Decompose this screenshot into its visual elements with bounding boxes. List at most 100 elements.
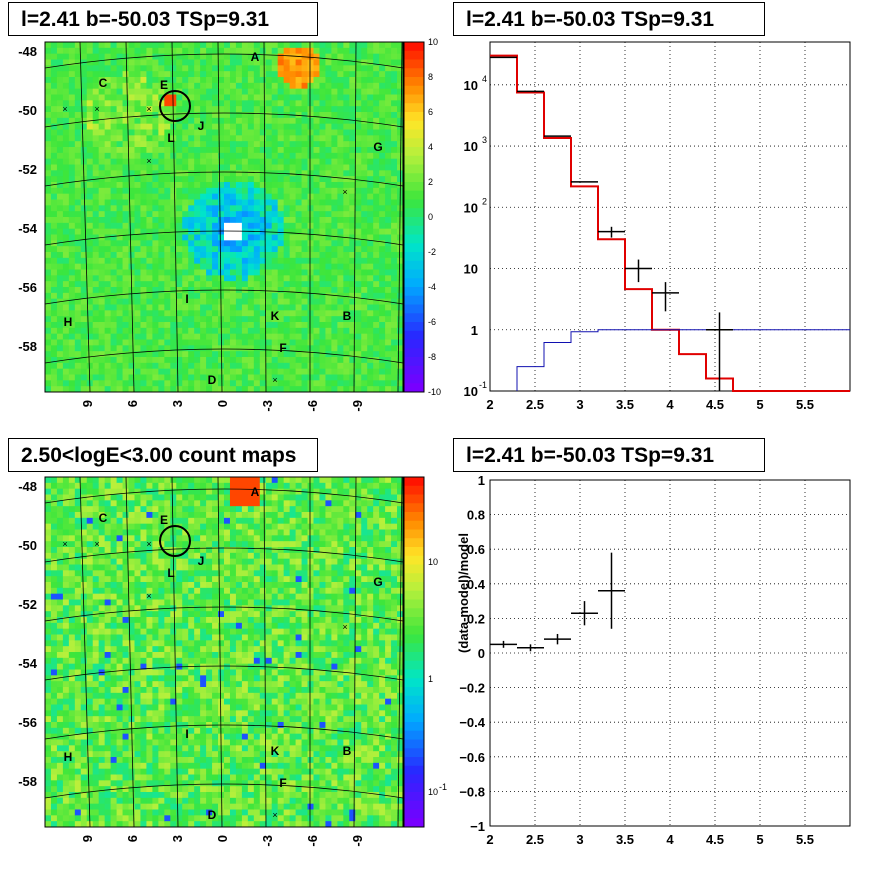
bl-pixel <box>152 657 159 665</box>
bl-pixel <box>74 722 82 729</box>
tl-pixel <box>235 246 243 253</box>
tl-pixel <box>337 298 344 305</box>
tl-pixel <box>176 316 183 323</box>
tl-pixel <box>379 217 386 224</box>
tl-pixel <box>289 374 297 381</box>
tl-pixel <box>385 222 392 230</box>
tl-pixel <box>295 211 303 218</box>
tl-parallel <box>44 289 404 305</box>
bl-pixel <box>134 797 141 805</box>
bl-pixel <box>152 500 159 507</box>
tl-pixel <box>194 71 201 78</box>
bl-pixel <box>164 727 171 735</box>
tl-pixel <box>164 182 171 189</box>
bl-pixel <box>140 774 147 781</box>
bl-pixel <box>50 797 58 805</box>
tl-pixel <box>158 234 165 241</box>
tl-pixel <box>295 263 303 270</box>
bl-pixel <box>50 821 58 828</box>
bl-pixel <box>45 757 52 764</box>
tl-pixel <box>50 386 58 393</box>
bl-pixel <box>128 809 135 816</box>
bl-pixel <box>68 628 76 635</box>
tl-pixel <box>265 257 273 265</box>
tl-pixel <box>349 263 356 270</box>
bl-pixel <box>62 599 70 606</box>
tl-pixel <box>212 199 219 206</box>
tl-pixel <box>331 170 338 177</box>
tl-pixel <box>379 106 386 113</box>
tl-pixel <box>45 117 52 125</box>
tl-pixel <box>343 170 350 177</box>
tl-pixel <box>361 252 368 259</box>
tl-pixel <box>325 176 332 183</box>
tl-pixel <box>86 275 94 282</box>
tl-pixel <box>259 158 267 165</box>
bl-pixel <box>158 477 165 484</box>
tl-pixel <box>343 193 350 200</box>
tl-pixel <box>104 82 112 90</box>
tl-pixel <box>170 292 177 300</box>
tl-pixel <box>116 287 124 294</box>
tl-pixel <box>385 310 392 317</box>
tl-pixel <box>50 42 58 49</box>
tl-pixel <box>331 88 338 95</box>
bl-pixel <box>50 500 58 507</box>
tl-pixel <box>98 77 106 84</box>
bl-pixel <box>86 599 94 606</box>
tl-pixel <box>194 304 201 311</box>
tl-pixel <box>373 141 380 148</box>
tl-pixel <box>265 129 273 136</box>
tl-pixel <box>373 222 380 230</box>
tl-pixel <box>319 158 326 165</box>
tl-pixel <box>104 281 112 288</box>
tl-frame <box>44 41 404 393</box>
bl-pixel <box>134 587 141 595</box>
bl-pixel <box>110 727 118 735</box>
bl-pixel <box>62 628 70 635</box>
tl-pixel <box>235 228 243 235</box>
tl-pixel <box>313 77 320 84</box>
bl-pixel <box>86 809 94 816</box>
bl-pixel <box>134 576 141 583</box>
bl-pixel <box>86 593 94 600</box>
tl-pixel <box>277 333 285 340</box>
bl-pixel <box>116 517 124 525</box>
bl-pixel <box>122 652 130 659</box>
tl-pixel <box>206 106 213 113</box>
bl-pixel <box>110 722 118 729</box>
tl-pixel <box>367 170 374 177</box>
tl-pixel <box>200 263 207 270</box>
tl-pixel <box>229 374 237 381</box>
bl-pixel <box>164 552 171 560</box>
tl-pixel <box>74 327 82 335</box>
tl-pixel <box>301 275 309 282</box>
tl-pixel <box>140 269 147 276</box>
tl-pixel <box>122 269 130 276</box>
bl-pixel <box>158 570 165 577</box>
bl-pixel <box>50 704 58 711</box>
tl-pixel <box>265 316 273 323</box>
tl-pixel <box>74 368 82 375</box>
bl-pixel <box>128 751 135 758</box>
tl-pixel <box>331 176 338 183</box>
tl-pixel <box>68 42 76 49</box>
bl-pixel <box>92 815 100 822</box>
tl-pixel <box>259 263 267 270</box>
tl-pixel <box>68 47 76 55</box>
tl-pixel <box>182 106 189 113</box>
tl-pixel <box>307 117 314 125</box>
tl-pixel <box>128 129 135 136</box>
tl-pixel <box>361 152 368 160</box>
tl-pixel <box>331 65 338 72</box>
tl-pixel <box>385 316 392 323</box>
tl-pixel <box>68 77 76 84</box>
tl-pixel <box>271 234 279 241</box>
bl-pixel <box>62 640 70 647</box>
tl-pixel <box>152 357 159 364</box>
tl-pixel <box>301 88 309 95</box>
tl-pixel <box>158 53 165 60</box>
tl-pixel <box>86 263 94 270</box>
bl-pixel <box>122 669 130 676</box>
bl-pixel <box>98 506 106 513</box>
